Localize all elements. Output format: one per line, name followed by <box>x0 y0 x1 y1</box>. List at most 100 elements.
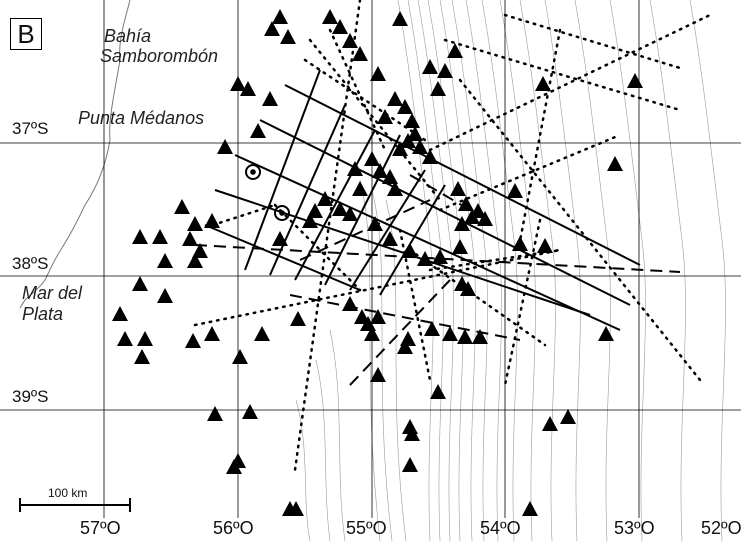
station-triangle <box>422 149 438 164</box>
station-triangle <box>117 331 133 346</box>
borehole-markers <box>245 164 290 221</box>
latitude-label: 39ºS <box>12 387 49 406</box>
station-triangle <box>412 139 428 154</box>
station-triangle <box>347 161 363 176</box>
station-triangle <box>598 326 614 341</box>
station-triangle <box>187 216 203 231</box>
station-markers <box>112 9 643 516</box>
station-triangle <box>382 231 398 246</box>
scale-bar <box>19 498 131 512</box>
station-triangle <box>387 181 403 196</box>
station-triangle <box>372 163 388 178</box>
station-triangle <box>397 339 413 354</box>
station-triangle <box>254 326 270 341</box>
longitude-label: 57ºO <box>80 518 121 538</box>
station-triangle <box>452 239 468 254</box>
profile-lines-dashed <box>194 174 681 386</box>
station-triangle <box>242 404 258 419</box>
bathymetry-contours <box>295 0 726 542</box>
station-triangle <box>352 46 368 61</box>
place-label-samborombon: Samborombón <box>100 46 219 66</box>
place-label-punta-medanos: Punta Médanos <box>78 108 205 128</box>
station-triangle <box>134 349 150 364</box>
station-triangle <box>387 91 403 106</box>
station-triangle <box>157 288 173 303</box>
station-triangle <box>535 76 551 91</box>
station-triangle <box>250 123 266 138</box>
station-triangle <box>290 311 306 326</box>
station-triangle <box>430 384 446 399</box>
station-triangle <box>464 209 480 224</box>
station-triangle <box>512 236 528 251</box>
station-triangle <box>454 216 470 231</box>
station-triangle <box>187 253 203 268</box>
station-triangle <box>204 213 220 228</box>
longitude-label: 52ºO <box>701 518 741 538</box>
station-triangle <box>422 59 438 74</box>
station-triangle <box>137 331 153 346</box>
place-label-bahia: Bahía <box>104 26 152 46</box>
station-triangle <box>457 329 473 344</box>
station-triangle <box>217 139 233 154</box>
station-triangle <box>280 29 296 44</box>
borehole-marker <box>274 205 290 221</box>
station-triangle <box>432 249 448 264</box>
station-triangle <box>627 73 643 88</box>
station-triangle <box>185 333 201 348</box>
longitude-label: 56ºO <box>213 518 254 538</box>
scale-bar-label: 100 km <box>48 486 88 500</box>
place-label-plata: Plata <box>22 304 64 324</box>
station-triangle <box>447 43 463 58</box>
station-triangle <box>607 156 623 171</box>
station-triangle <box>542 416 558 431</box>
latitude-label: 37ºS <box>12 119 49 138</box>
profile-lines-solid <box>204 69 641 331</box>
station-triangle <box>317 191 333 206</box>
station-triangle <box>272 9 288 24</box>
station-triangle <box>397 99 413 114</box>
station-triangle <box>370 309 386 324</box>
station-triangle <box>132 276 148 291</box>
station-triangle <box>392 141 408 156</box>
station-triangle <box>152 229 168 244</box>
station-triangle <box>302 213 318 228</box>
station-triangle <box>560 409 576 424</box>
station-triangle <box>352 181 368 196</box>
station-triangle <box>342 206 358 221</box>
station-triangle <box>332 201 348 216</box>
station-triangle <box>430 81 446 96</box>
station-triangle <box>367 216 383 231</box>
place-label-mar-del: Mar del <box>22 283 83 303</box>
station-triangle <box>402 457 418 472</box>
panel-label: B <box>10 18 42 50</box>
borehole-marker-dot <box>250 169 256 175</box>
station-triangle <box>377 109 393 124</box>
station-triangle <box>240 81 256 96</box>
station-triangle <box>342 33 358 48</box>
station-triangle <box>232 349 248 364</box>
station-triangle <box>192 243 208 258</box>
latitude-label: 38ºS <box>12 254 49 273</box>
longitude-label: 55ºO <box>346 518 387 538</box>
station-triangle <box>262 91 278 106</box>
station-triangle <box>204 326 220 341</box>
station-triangle <box>370 367 386 382</box>
station-triangle <box>272 231 288 246</box>
longitude-label: 54ºO <box>480 518 521 538</box>
borehole-marker <box>245 164 261 180</box>
station-triangle <box>472 329 488 344</box>
station-triangle <box>230 76 246 91</box>
station-triangle <box>458 196 474 211</box>
station-triangle <box>226 459 242 474</box>
station-triangle <box>522 501 538 516</box>
station-triangle <box>207 406 223 421</box>
coastline <box>19 0 131 309</box>
station-triangle <box>342 296 358 311</box>
station-triangle <box>264 21 280 36</box>
station-triangle <box>364 326 380 341</box>
station-triangle <box>112 306 128 321</box>
station-triangle <box>537 238 553 253</box>
station-triangle <box>407 126 423 141</box>
